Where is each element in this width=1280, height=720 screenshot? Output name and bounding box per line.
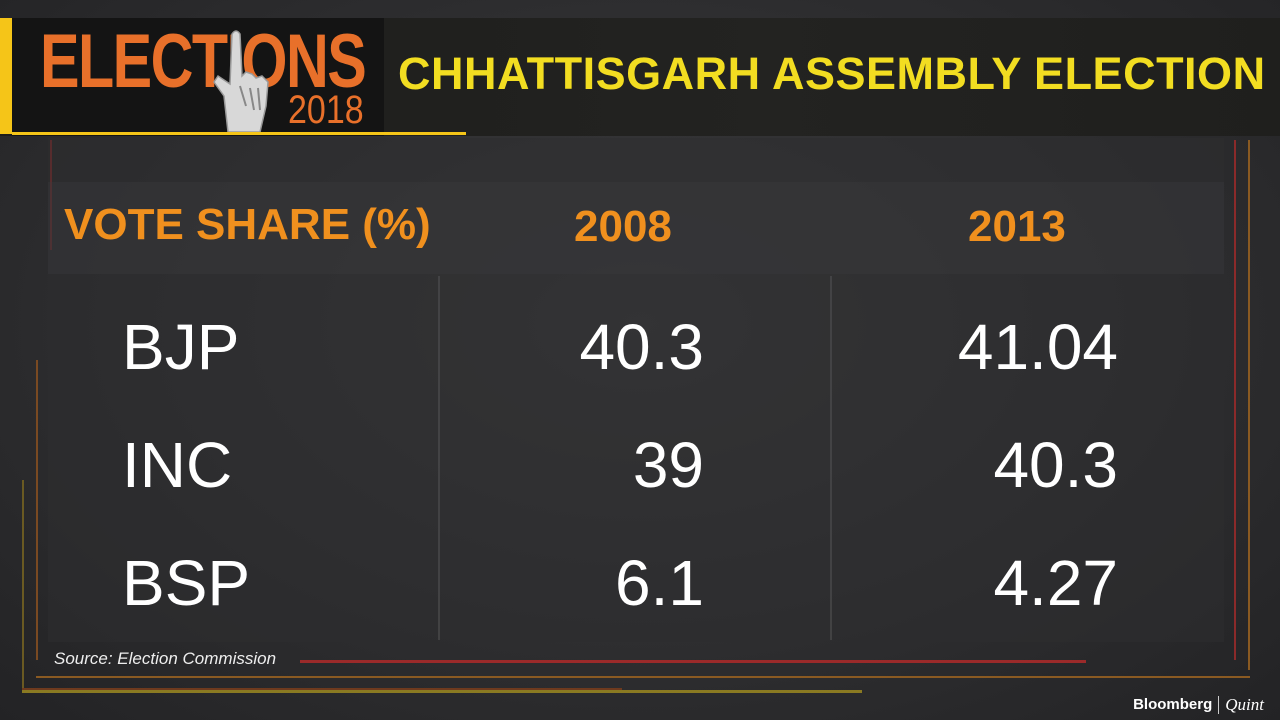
value-inc-2008: 39: [632, 429, 704, 501]
column-divider: [438, 276, 440, 640]
page-title: CHHATTISGARH ASSEMBLY ELECTION: [398, 48, 1266, 99]
column-header-vote-share: VOTE SHARE (%): [64, 200, 431, 249]
party-label-bsp: BSP: [122, 547, 251, 619]
decorative-line-bottom-brown: [22, 688, 622, 690]
column-header-2008: 2008: [574, 202, 672, 251]
decorative-line-right-orange: [1248, 140, 1250, 670]
decorative-line-left-yellow: [22, 480, 24, 690]
value-bsp-2013: 4.27: [993, 547, 1118, 619]
logo-area: [12, 18, 384, 136]
logo-year: 2018: [288, 88, 364, 132]
party-label-bjp: BJP: [122, 311, 240, 383]
value-bjp-2013: 41.04: [957, 311, 1118, 383]
decorative-line-left-orange: [36, 360, 38, 660]
decorative-line-bottom-orange: [36, 676, 1250, 678]
brand-quint: Quint: [1225, 695, 1264, 714]
brand-separator: [1218, 696, 1220, 714]
header-accent-bar: [0, 18, 12, 134]
table-header-band: [48, 182, 1224, 274]
party-label-inc: INC: [122, 429, 233, 501]
brand-bloomberg: Bloomberg: [1133, 696, 1213, 713]
column-header-2013: 2013: [968, 202, 1066, 251]
value-bsp-2008: 6.1: [615, 547, 704, 619]
brand-watermark: Bloomberg Quint: [1133, 694, 1264, 716]
value-bjp-2008: 40.3: [579, 311, 704, 383]
source-note: Source: Election Commission: [54, 649, 277, 668]
vote-share-table: [48, 138, 1224, 642]
header-underline: [12, 132, 466, 135]
raised-hand-icon: [213, 30, 269, 132]
decorative-line-right-red: [1234, 140, 1236, 660]
decorative-line-bottom-red: [300, 660, 1086, 663]
elections-logo-text: ELECTIONS: [40, 19, 367, 104]
value-inc-2013: 40.3: [993, 429, 1118, 501]
decorative-line-bottom-yellow: [22, 690, 862, 693]
column-divider: [830, 276, 832, 640]
